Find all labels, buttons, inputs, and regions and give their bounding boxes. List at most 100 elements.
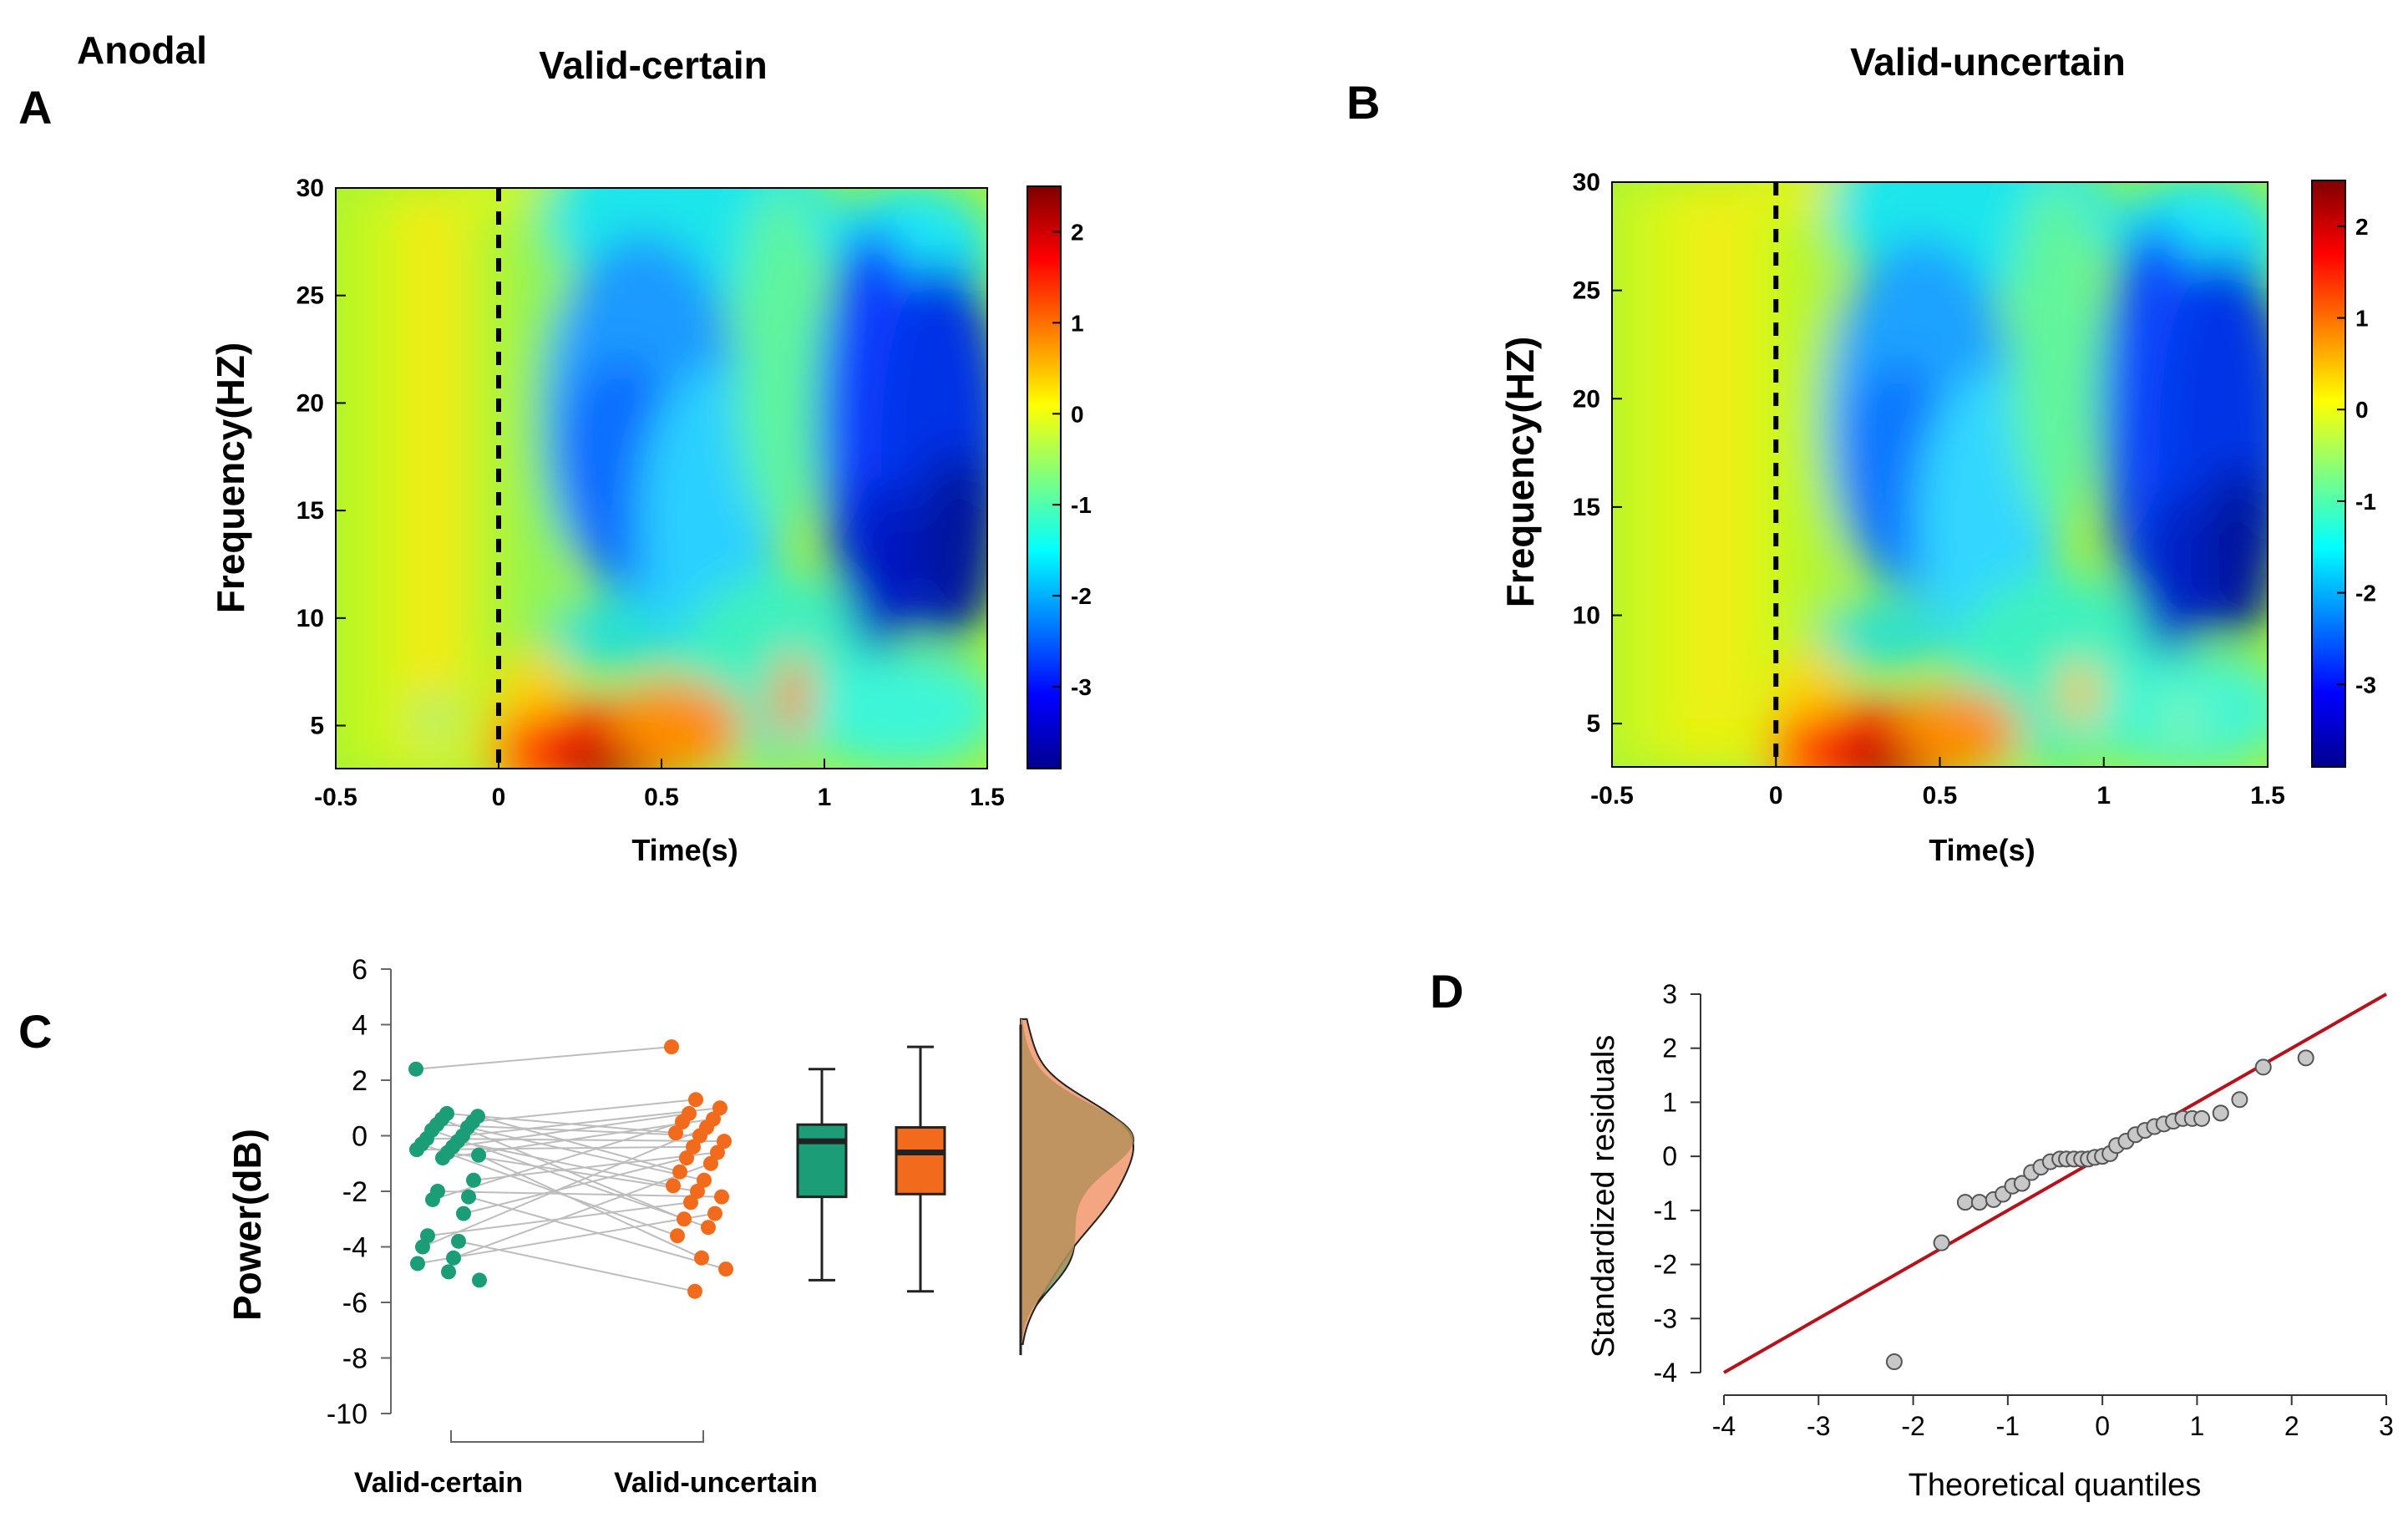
data-point-valid-uncertain xyxy=(692,1128,707,1144)
x-tick-label-d: 2 xyxy=(2284,1411,2299,1441)
data-point-valid-certain xyxy=(409,1142,424,1158)
y-tick-label-c: 4 xyxy=(352,1010,368,1042)
y-tick-label-c: 2 xyxy=(352,1065,368,1097)
y-tick-label-c: 0 xyxy=(352,1121,368,1153)
data-point-valid-uncertain xyxy=(690,1184,705,1199)
x-tick-label-a: -0.5 xyxy=(314,784,357,811)
data-point-valid-certain xyxy=(466,1172,481,1188)
x-tick-label-b: 0 xyxy=(1769,782,1783,810)
y-tick-label-b: 5 xyxy=(1586,710,1600,738)
panel-letter-d: D xyxy=(1430,965,1463,1018)
data-point-valid-certain xyxy=(410,1256,425,1272)
y-tick-label-a: 5 xyxy=(310,713,324,740)
y-tick-label-c: -10 xyxy=(327,1398,368,1430)
pair-line xyxy=(431,1129,709,1229)
heatmap-b-image xyxy=(1612,182,2268,767)
data-point-valid-uncertain xyxy=(717,1134,732,1150)
data-point-valid-uncertain xyxy=(687,1283,702,1299)
pair-line xyxy=(473,1151,718,1181)
data-point-valid-certain xyxy=(441,1264,456,1280)
pair-line xyxy=(441,1118,685,1221)
density-overlap xyxy=(1021,1018,1133,1344)
colorbar-tick-label-a: -1 xyxy=(1071,492,1092,518)
colorbar-tick-label-b: 1 xyxy=(2355,306,2369,332)
colorbar-a xyxy=(1027,185,1062,769)
data-point-valid-certain xyxy=(415,1239,430,1255)
y-tick-label-c: -2 xyxy=(342,1176,368,1208)
pair-line xyxy=(416,1145,694,1151)
pair-line xyxy=(478,1154,702,1259)
panel-letter-c: C xyxy=(18,1005,52,1058)
y-tick-label-a: 30 xyxy=(297,175,324,202)
panel-c-ylabel: Power(dB) xyxy=(226,1129,269,1321)
qq-point xyxy=(1885,1353,1903,1371)
panel-a-title: Valid-certain xyxy=(539,43,768,87)
pair-line xyxy=(422,1126,707,1248)
y-tick-label-c: -8 xyxy=(342,1343,368,1375)
colorbar-tick-label-a: 1 xyxy=(1071,310,1084,336)
y-tick-label-d: -3 xyxy=(1654,1303,1677,1333)
data-point-valid-uncertain xyxy=(677,1211,692,1227)
qq-point xyxy=(2231,1091,2248,1109)
y-tick-label-b: 15 xyxy=(1573,494,1600,521)
x-axis-bracket-c xyxy=(450,1430,704,1443)
y-tick-label-d: 2 xyxy=(1662,1033,1677,1063)
data-point-valid-uncertain xyxy=(668,1125,683,1141)
colorbar-tick-label-b: -1 xyxy=(2355,489,2376,515)
colorbar-tick-label-b: -2 xyxy=(2355,581,2376,607)
x-tick-label-b: 1.5 xyxy=(2250,782,2285,810)
y-tick-label-c: -6 xyxy=(342,1287,368,1319)
y-tick-label-b: 10 xyxy=(1573,602,1600,630)
x-tick-label-b: 1 xyxy=(2096,782,2111,810)
pair-line xyxy=(452,1112,690,1148)
panel-a-xlabel: Time(s) xyxy=(631,833,738,867)
data-point-valid-uncertain xyxy=(670,1228,685,1244)
data-point-valid-certain xyxy=(446,1250,461,1266)
x-tick-label-d: 1 xyxy=(2190,1411,2205,1441)
data-point-valid-certain xyxy=(472,1272,487,1288)
panel-b: B Valid-uncertain xyxy=(1346,40,2376,867)
x-tick-label-d: 0 xyxy=(2095,1411,2110,1441)
pair-line xyxy=(477,1115,681,1173)
y-tick-label-a: 25 xyxy=(297,282,324,310)
pair-line xyxy=(462,1107,721,1137)
y-tick-label-c: 6 xyxy=(352,954,368,986)
pair-line xyxy=(458,1240,696,1292)
y-tick-label-d: -2 xyxy=(1654,1250,1677,1280)
y-tick-label-d: 1 xyxy=(1662,1087,1677,1117)
panel-b-title: Valid-uncertain xyxy=(1850,40,2126,84)
qq-point xyxy=(1933,1234,1950,1251)
data-point-valid-certain xyxy=(435,1150,450,1166)
x-tick-label-a: 1.5 xyxy=(970,784,1005,811)
panel-a-ylabel: Frequency(HZ) xyxy=(209,343,252,614)
data-point-valid-uncertain xyxy=(672,1164,687,1180)
y-tick-label-b: 25 xyxy=(1573,277,1600,305)
y-tick-label-b: 20 xyxy=(1573,385,1600,413)
heatmap-a-image xyxy=(336,188,987,769)
qq-point xyxy=(2212,1104,2229,1122)
data-point-valid-certain xyxy=(461,1189,476,1205)
pair-line xyxy=(415,1046,672,1070)
pair-line xyxy=(463,1157,687,1215)
x-tick-label-d: -4 xyxy=(1712,1411,1736,1441)
colorbar-tick-label-a: -3 xyxy=(1071,674,1092,700)
colorbar-tick-label-b: -3 xyxy=(2355,672,2376,698)
data-point-valid-uncertain xyxy=(701,1220,716,1236)
data-point-valid-uncertain xyxy=(710,1145,725,1160)
y-tick-label-c: -4 xyxy=(342,1232,368,1264)
data-point-valid-uncertain xyxy=(679,1150,694,1166)
colorbar-b xyxy=(2311,180,2346,768)
data-point-valid-certain xyxy=(456,1206,471,1221)
pair-line xyxy=(472,1099,697,1123)
pair-line xyxy=(447,1151,698,1192)
box-valid-uncertain xyxy=(895,1126,946,1195)
y-tick-label-d: -4 xyxy=(1654,1358,1677,1388)
x-tick-label-d: -3 xyxy=(1807,1411,1830,1441)
pair-line xyxy=(437,1190,722,1198)
y-tick-label-d: 3 xyxy=(1662,979,1677,1009)
data-point-valid-uncertain xyxy=(683,1195,698,1211)
pair-line xyxy=(453,1162,712,1259)
x-tick-label-b: 0.5 xyxy=(1923,782,1958,810)
y-tick-label-a: 10 xyxy=(297,605,324,632)
